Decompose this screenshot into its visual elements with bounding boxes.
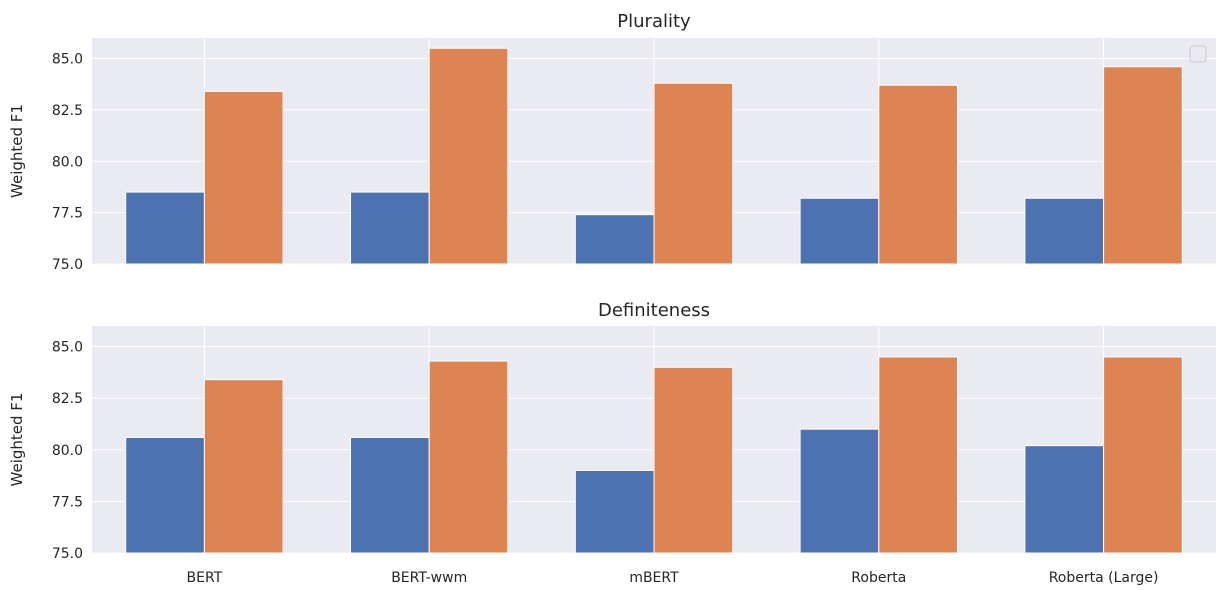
plurality-bar-orange xyxy=(428,47,509,265)
definiteness-bar-orange xyxy=(1103,356,1183,554)
definiteness-bar-orange xyxy=(878,356,958,554)
definiteness-ytick-label: 77.5 xyxy=(52,494,83,510)
plurality-bar-blue xyxy=(350,191,430,265)
definiteness-bar-blue xyxy=(574,469,655,554)
definiteness-xtick-label: BERT-wwm xyxy=(391,570,467,586)
plurality-title: Plurality xyxy=(617,11,691,32)
plurality-bar-orange xyxy=(653,82,734,265)
plurality-bar-orange xyxy=(878,84,958,265)
plurality-ytick-label: 80.0 xyxy=(52,154,83,170)
definiteness-title: Definiteness xyxy=(598,300,710,321)
definiteness-bar-blue xyxy=(1024,445,1105,554)
definiteness-ytick-label: 75.0 xyxy=(52,546,83,562)
definiteness-bar-orange xyxy=(203,379,284,554)
plurality-bar-blue xyxy=(574,214,655,265)
plurality-ytick-label: 85.0 xyxy=(52,52,83,68)
definiteness-bar-blue xyxy=(125,436,205,554)
plurality-bar-orange xyxy=(1103,66,1183,265)
definiteness-xtick-label: BERT xyxy=(187,570,223,586)
plurality-ytick-label: 82.5 xyxy=(52,103,83,119)
plurality-bar-blue xyxy=(799,197,880,265)
plurality-bar-blue xyxy=(125,191,205,265)
definiteness-xtick-label: Roberta xyxy=(851,570,906,586)
definiteness-ytick-label: 85.0 xyxy=(52,340,83,356)
definiteness-ytick-label: 82.5 xyxy=(52,391,83,407)
definiteness-xtick-label: Roberta (Large) xyxy=(1049,570,1159,586)
definiteness-ylabel: Weighted F1 xyxy=(8,393,26,487)
plurality-legend xyxy=(1189,45,1207,63)
definiteness-ytick-label: 80.0 xyxy=(52,443,83,459)
plurality-ylabel: Weighted F1 xyxy=(8,104,26,198)
plurality-ytick-label: 77.5 xyxy=(52,206,83,222)
definiteness-xtick-label: mBERT xyxy=(629,570,679,586)
plurality-bar-orange xyxy=(203,90,284,265)
definiteness-bar-blue xyxy=(799,428,880,554)
plurality-bar-blue xyxy=(1024,197,1105,265)
definiteness-bar-blue xyxy=(350,436,430,554)
definiteness-bar-orange xyxy=(653,366,734,554)
plurality-ytick-label: 75.0 xyxy=(52,257,83,273)
definiteness-bar-orange xyxy=(428,360,509,554)
